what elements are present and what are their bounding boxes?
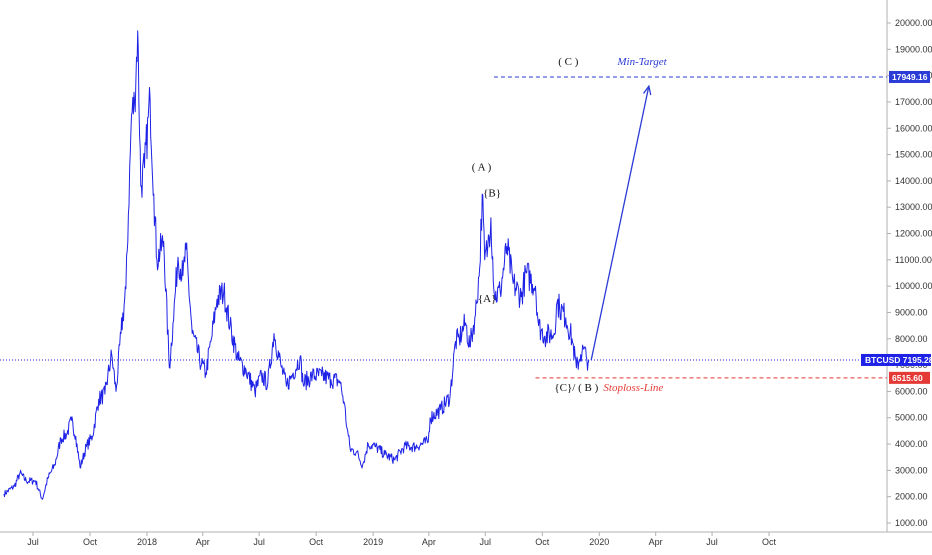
x-tick-label: Apr: [422, 537, 436, 547]
series: [3, 30, 590, 500]
price-line[interactable]: [3, 30, 590, 500]
y-tick-label: 16000.00: [895, 123, 932, 133]
y-tick-label: 14000.00: [895, 176, 932, 186]
y-tick-label: 8000.00: [895, 334, 928, 344]
target-arrow-head: [643, 84, 652, 96]
y-tick-label: 17000.00: [895, 97, 932, 107]
levels: BTCUSD 7195.28 17949.16 6515.60: [0, 70, 932, 384]
x-tick-label: 2020: [589, 537, 609, 547]
annotations: ( C ) Min-Target ( A ) {B} {A} {C}/ ( B ) Stop…: [472, 56, 668, 394]
y-tick-label: 1000.00: [895, 518, 928, 528]
annotation-label: ( A ): [472, 161, 492, 173]
y-tick-label: 15000.00: [895, 150, 932, 160]
x-tick-label: Oct: [83, 537, 98, 547]
y-axis-ticks: 1000.00 2000.00 3000.00 4000.00 5000.00 6000.…: [887, 18, 932, 528]
stop-level-tag: [889, 371, 930, 384]
x-tick-label: Oct: [309, 537, 324, 547]
x-tick-label: Jul: [706, 537, 718, 547]
x-tick-label: Oct: [535, 537, 550, 547]
y-tick-label: 20000.00: [895, 18, 932, 28]
y-tick-label: 6000.00: [895, 386, 928, 396]
x-tick-label: Apr: [649, 537, 663, 547]
target-arrow-line[interactable]: [590, 86, 650, 361]
y-tick-label: 10000.00: [895, 281, 932, 291]
y-tick-label: 12000.00: [895, 229, 932, 239]
y-tick-label: 9000.00: [895, 307, 928, 317]
x-tick-label: 2019: [363, 537, 383, 547]
target-level-tag: [889, 70, 930, 83]
annotation-label: {A}: [478, 293, 497, 305]
y-tick-label: 4000.00: [895, 439, 928, 449]
annotation-label: ( C ): [558, 56, 579, 68]
axes: [0, 0, 932, 533]
annotation-label: Stoploss-Line: [603, 382, 663, 394]
current-price-tag: [861, 353, 931, 366]
y-tick-label: 5000.00: [895, 413, 928, 423]
y-tick-label: 19000.00: [895, 44, 932, 54]
x-tick-label: Oct: [762, 537, 777, 547]
y-tick-label: 13000.00: [895, 202, 932, 212]
x-tick-label: 2018: [137, 537, 157, 547]
current-price-label: BTCUSD 7195.28: [865, 355, 932, 365]
stop-level-label: 6515.60: [892, 373, 923, 383]
y-tick-label: 2000.00: [895, 492, 928, 502]
y-tick-label: 3000.00: [895, 465, 928, 475]
annotation-label: Min-Target: [616, 56, 667, 68]
target-level-label: 17949.16: [892, 72, 928, 82]
x-tick-label: Jul: [253, 537, 265, 547]
annotation-label: {B}: [483, 188, 501, 200]
x-tick-label: Apr: [196, 537, 210, 547]
x-axis-ticks: Jul Oct 2018 Apr Jul Oct 2019 Apr Jul Oct 2020 Apr J…: [27, 532, 777, 547]
annotation-label: {C}/ ( B ): [554, 382, 598, 394]
x-tick-label: Jul: [27, 537, 39, 547]
x-tick-label: Jul: [480, 537, 492, 547]
y-tick-label: 11000.00: [895, 255, 932, 265]
